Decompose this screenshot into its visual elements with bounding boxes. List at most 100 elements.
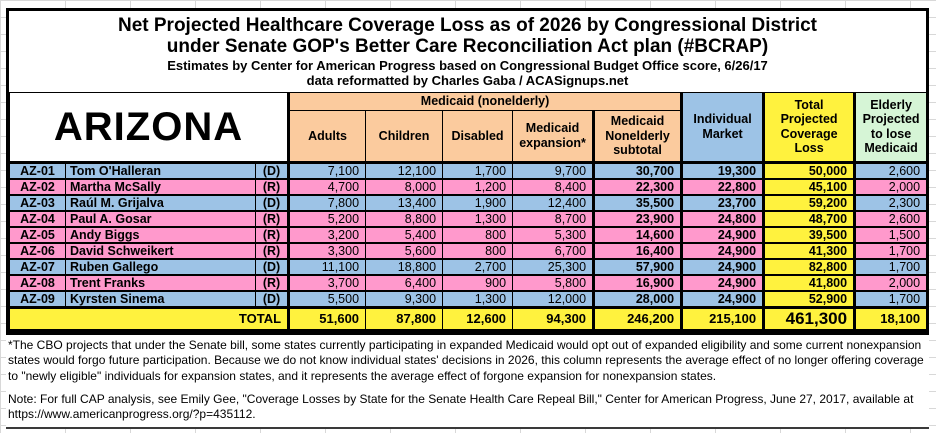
party-cell: (R) [254, 210, 290, 228]
total-cell: 39,500 [762, 226, 856, 244]
district-cell: AZ-04 [9, 210, 66, 228]
total-cell: 50,000 [762, 161, 856, 180]
table-row-az05: AZ-05 Andy Biggs (R) 3,200 5,400 800 5,3… [9, 226, 928, 244]
expansion-cell: 25,300 [512, 258, 595, 276]
total-adults-cell: 51,600 [287, 305, 367, 332]
party-cell: (R) [254, 242, 290, 260]
table-row-az09: AZ-09 Kyrsten Sinema (D) 5,500 9,300 1,3… [9, 290, 928, 309]
medicaid-expansion-header: Medicaid expansion* [512, 109, 595, 164]
rep-name-cell: Martha McSally [65, 178, 256, 196]
expansion-cell: 12,400 [512, 194, 595, 212]
adults-cell: 7,800 [287, 194, 367, 212]
adults-cell: 3,300 [287, 242, 367, 260]
rep-name-cell: Tom O'Halleran [65, 161, 256, 180]
elderly-cell: 2,300 [853, 194, 928, 212]
rep-name-cell: David Schweikert [65, 242, 256, 260]
disabled-cell: 800 [442, 242, 514, 260]
medicaid-subtotal-header: Medicaid Nonelderly subtotal [592, 109, 683, 164]
district-cell: AZ-07 [9, 258, 66, 276]
individual-cell: 24,900 [680, 242, 765, 260]
total-cell: 45,100 [762, 178, 856, 196]
total-cell: 41,800 [762, 274, 856, 292]
table-row-az02: AZ-02 Martha McSally (R) 4,700 8,000 1,2… [9, 178, 928, 196]
children-cell: 8,800 [365, 210, 444, 228]
disabled-cell: 1,900 [442, 194, 514, 212]
elderly-cell: 1,500 [853, 226, 928, 244]
subtitle-credit: data reformatted by Charles Gaba / ACASi… [306, 73, 629, 89]
children-cell: 6,400 [365, 274, 444, 292]
rep-name-cell: Trent Franks [65, 274, 256, 292]
children-cell: 5,400 [365, 226, 444, 244]
disabled-cell: 900 [442, 274, 514, 292]
district-cell: AZ-03 [9, 194, 66, 212]
table-row-az03: AZ-03 Raúl M. Grijalva (D) 7,800 13,400 … [9, 194, 928, 212]
children-header: Children [365, 109, 444, 164]
title-block: Net Projected Healthcare Coverage Loss a… [9, 11, 926, 92]
adults-header: Adults [287, 109, 367, 164]
medicaid-group-header: Medicaid (nonelderly) [287, 91, 683, 111]
footnote-cap-source: Note: For full CAP analysis, see Emily G… [8, 391, 914, 422]
subtotal-cell: 16,900 [592, 274, 683, 292]
elderly-cell: 2,600 [853, 210, 928, 228]
table-row-az07: AZ-07 Ruben Gallego (D) 11,100 18,800 2,… [9, 258, 928, 276]
total-cell: 82,800 [762, 258, 856, 276]
subtotal-cell: 30,700 [592, 161, 683, 180]
total-individual-cell: 215,100 [680, 305, 765, 332]
rep-name-cell: Andy Biggs [65, 226, 256, 244]
disabled-cell: 800 [442, 226, 514, 244]
party-cell: (R) [254, 226, 290, 244]
individual-cell: 24,900 [680, 290, 765, 309]
elderly-cell: 2,600 [853, 161, 928, 180]
district-cell: AZ-09 [9, 290, 66, 309]
total-elderly-cell: 18,100 [853, 305, 928, 332]
disabled-cell: 1,200 [442, 178, 514, 196]
adults-cell: 3,200 [287, 226, 367, 244]
individual-cell: 24,900 [680, 274, 765, 292]
children-cell: 5,600 [365, 242, 444, 260]
children-cell: 8,000 [365, 178, 444, 196]
elderly-medicaid-header: Elderly Projected to lose Medicaid [853, 91, 928, 164]
expansion-cell: 9,700 [512, 161, 595, 180]
spreadsheet-page: Net Projected Healthcare Coverage Loss a… [6, 8, 929, 429]
total-cell: 52,900 [762, 290, 856, 309]
elderly-cell: 2,000 [853, 178, 928, 196]
disabled-cell: 1,700 [442, 161, 514, 180]
party-cell: (D) [254, 258, 290, 276]
individual-cell: 24,800 [680, 210, 765, 228]
party-cell: (R) [254, 274, 290, 292]
total-expansion-cell: 94,300 [512, 305, 595, 332]
individual-cell: 23,700 [680, 194, 765, 212]
expansion-cell: 5,800 [512, 274, 595, 292]
rep-name-cell: Raúl M. Grijalva [65, 194, 256, 212]
subtitle-estimates: Estimates by Center for American Progres… [167, 57, 768, 73]
total-cell: 59,200 [762, 194, 856, 212]
subtotal-cell: 57,900 [592, 258, 683, 276]
individual-cell: 24,900 [680, 258, 765, 276]
title-line-2: under Senate GOP's Better Care Reconcili… [166, 36, 769, 58]
adults-cell: 3,700 [287, 274, 367, 292]
coverage-loss-table: Net Projected Healthcare Coverage Loss a… [6, 8, 929, 335]
district-cell: AZ-08 [9, 274, 66, 292]
subtotal-cell: 16,400 [592, 242, 683, 260]
total-cell: 48,700 [762, 210, 856, 228]
party-cell: (D) [254, 161, 290, 180]
district-cell: AZ-01 [9, 161, 66, 180]
party-cell: (R) [254, 178, 290, 196]
party-cell: (D) [254, 194, 290, 212]
district-cell: AZ-02 [9, 178, 66, 196]
grand-total-cell: 461,300 [762, 305, 856, 332]
total-disabled-cell: 12,600 [442, 305, 514, 332]
expansion-cell: 12,000 [512, 290, 595, 309]
total-cell: 41,300 [762, 242, 856, 260]
total-subtotal-cell: 246,200 [592, 305, 683, 332]
district-cell: AZ-05 [9, 226, 66, 244]
total-children-cell: 87,800 [365, 305, 444, 332]
adults-cell: 7,100 [287, 161, 367, 180]
rep-name-cell: Paul A. Gosar [65, 210, 256, 228]
total-label: TOTAL [8, 305, 290, 332]
children-cell: 13,400 [365, 194, 444, 212]
rep-name-cell: Ruben Gallego [65, 258, 256, 276]
individual-cell: 22,800 [680, 178, 765, 196]
district-cell: AZ-06 [9, 242, 66, 260]
subtotal-cell: 22,300 [592, 178, 683, 196]
